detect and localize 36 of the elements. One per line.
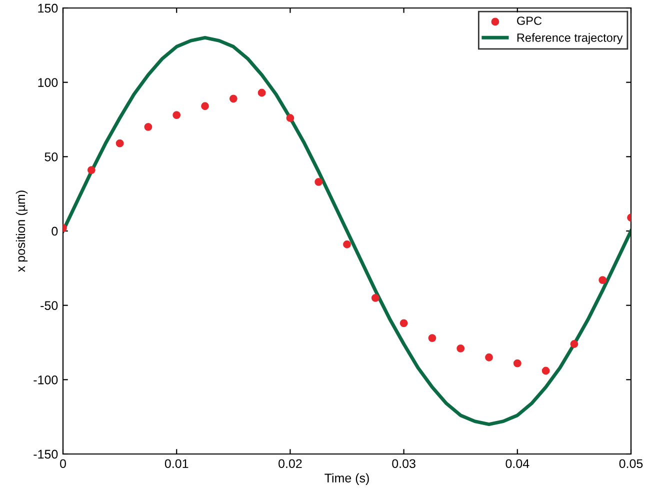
point <box>87 166 96 174</box>
y-tick-label: -150 <box>34 450 58 459</box>
point <box>428 334 436 342</box>
x-tick-label: 0.03 <box>392 459 416 468</box>
x-tick-label: 0.05 <box>619 459 643 468</box>
point <box>172 111 181 119</box>
point <box>229 94 238 103</box>
x-tick-label: 0.02 <box>278 459 302 468</box>
legend-label: GPC <box>517 16 542 25</box>
x-tick-label: 0.04 <box>506 459 530 468</box>
point <box>201 102 209 110</box>
x-tick-label: 0.01 <box>164 459 188 468</box>
point <box>116 139 124 148</box>
y-tick-label: 150 <box>38 4 58 13</box>
x-axis-title: Time (s) <box>324 473 369 485</box>
point <box>400 319 408 328</box>
y-tick-label: 0 <box>52 226 58 236</box>
point <box>570 340 578 348</box>
y-tick-label: -100 <box>34 375 58 384</box>
point <box>485 353 493 362</box>
point <box>144 122 152 131</box>
y-tick-label: -50 <box>40 301 58 310</box>
y-tick-label: 50 <box>44 152 58 162</box>
legend-label: Reference trajectory <box>517 33 623 44</box>
point <box>314 178 323 186</box>
y-tick-label: 100 <box>38 78 58 87</box>
point <box>542 366 550 375</box>
point <box>456 344 465 352</box>
point <box>513 359 522 368</box>
point <box>343 240 351 248</box>
y-axis-title: x position (µm) <box>16 190 28 272</box>
point <box>598 276 607 284</box>
point <box>286 114 294 122</box>
point <box>258 88 266 97</box>
point <box>371 294 380 302</box>
x-tick-label: 0 <box>60 459 66 468</box>
